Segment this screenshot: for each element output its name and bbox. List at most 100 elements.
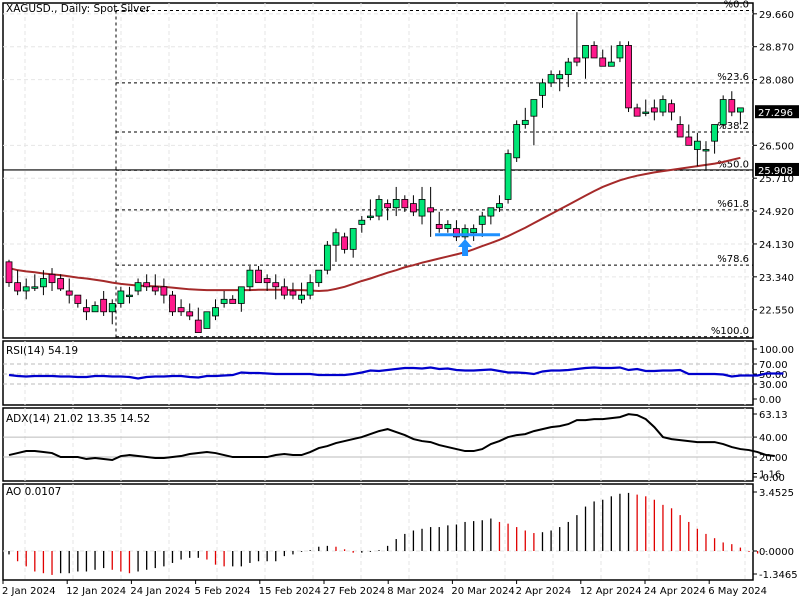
candle[interactable] — [685, 124, 693, 146]
candle[interactable] — [478, 211, 486, 237]
candle[interactable] — [564, 57, 572, 88]
candle[interactable] — [65, 278, 73, 304]
candle[interactable] — [246, 266, 254, 291]
adx-tick: 20.00 — [759, 453, 788, 464]
candle[interactable] — [220, 290, 228, 308]
candle[interactable] — [659, 95, 667, 117]
candle[interactable] — [607, 45, 615, 67]
candle[interactable] — [530, 99, 538, 146]
candle[interactable] — [40, 270, 47, 296]
candle[interactable] — [676, 116, 684, 138]
candle[interactable] — [590, 41, 598, 59]
adx-label: ADX(14) 21.02 13.35 14.52 — [6, 413, 151, 425]
fib-label: %0.0 — [724, 0, 749, 10]
candle[interactable] — [151, 274, 159, 296]
candle[interactable] — [323, 241, 331, 275]
candle[interactable] — [599, 49, 607, 67]
candle[interactable] — [728, 91, 736, 117]
candle[interactable] — [5, 259, 13, 287]
candle[interactable] — [289, 282, 297, 300]
rsi-tick: 50.00 — [759, 370, 788, 381]
candle[interactable] — [616, 41, 624, 63]
candle[interactable] — [57, 274, 65, 291]
candle[interactable] — [366, 199, 374, 221]
candle[interactable] — [435, 211, 443, 233]
candle[interactable] — [108, 299, 116, 325]
candle[interactable] — [341, 232, 348, 254]
rsi-pane — [2, 340, 754, 406]
candle[interactable] — [14, 270, 22, 296]
candle[interactable] — [349, 228, 357, 258]
candle[interactable] — [453, 220, 460, 242]
candle[interactable] — [444, 220, 452, 233]
candle[interactable] — [126, 286, 133, 304]
candle[interactable] — [203, 311, 211, 329]
candle[interactable] — [556, 70, 564, 92]
candle[interactable] — [650, 99, 658, 121]
candle[interactable] — [194, 307, 202, 333]
candle[interactable] — [315, 269, 323, 287]
candle[interactable] — [48, 268, 56, 291]
candle[interactable] — [693, 132, 701, 167]
candle[interactable] — [642, 99, 650, 117]
candle[interactable] — [418, 186, 426, 225]
candle[interactable] — [392, 186, 400, 217]
candle[interactable] — [461, 224, 469, 242]
candle[interactable] — [711, 124, 718, 154]
price-tick: 24.130 — [759, 240, 794, 251]
candle[interactable] — [237, 286, 245, 312]
candle[interactable] — [384, 199, 392, 221]
candle[interactable] — [427, 186, 435, 237]
candle[interactable] — [83, 299, 90, 321]
price-tick: 26.500 — [759, 141, 794, 152]
candle[interactable] — [91, 301, 99, 313]
candle[interactable] — [487, 207, 495, 225]
candle[interactable] — [100, 290, 108, 316]
candle[interactable] — [22, 278, 30, 300]
time-label: 24 Apr 2024 — [644, 586, 706, 597]
candle[interactable] — [298, 282, 305, 304]
candle[interactable] — [539, 78, 546, 108]
candle[interactable] — [521, 107, 529, 129]
candle[interactable] — [358, 216, 366, 233]
rsi-tick: 0.00 — [759, 395, 781, 406]
candle[interactable] — [625, 41, 632, 113]
fib-label: %78.6 — [717, 254, 749, 265]
candle[interactable] — [401, 195, 409, 212]
candle[interactable] — [375, 195, 383, 221]
candle[interactable] — [169, 290, 176, 316]
candle[interactable] — [263, 274, 271, 291]
candle[interactable] — [143, 274, 151, 291]
candle[interactable] — [255, 266, 262, 284]
candle[interactable] — [504, 149, 512, 204]
candle[interactable] — [306, 274, 314, 300]
candle[interactable] — [74, 294, 82, 308]
candle[interactable] — [212, 299, 219, 321]
candle[interactable] — [117, 286, 125, 308]
candle[interactable] — [410, 195, 417, 217]
candle[interactable] — [177, 299, 185, 316]
candle[interactable] — [272, 274, 280, 300]
candle[interactable] — [332, 228, 340, 262]
candle[interactable] — [280, 278, 288, 300]
adx-tick: 40.00 — [759, 433, 788, 444]
candle[interactable] — [470, 224, 478, 242]
candle[interactable] — [513, 120, 521, 162]
candle[interactable] — [134, 278, 142, 296]
candle[interactable] — [31, 274, 39, 291]
candle[interactable] — [702, 141, 710, 171]
candle[interactable] — [547, 70, 555, 88]
candle[interactable] — [633, 103, 641, 117]
time-label: 20 Mar 2024 — [451, 586, 514, 597]
candle[interactable] — [668, 99, 675, 121]
adx-pane — [2, 407, 754, 482]
candle[interactable] — [496, 195, 503, 212]
candle[interactable] — [160, 278, 168, 304]
candle[interactable] — [719, 95, 727, 129]
candle[interactable] — [573, 12, 581, 67]
candle[interactable] — [186, 303, 194, 321]
candle[interactable] — [736, 107, 744, 125]
candle[interactable] — [229, 295, 237, 304]
candle[interactable] — [582, 45, 589, 79]
